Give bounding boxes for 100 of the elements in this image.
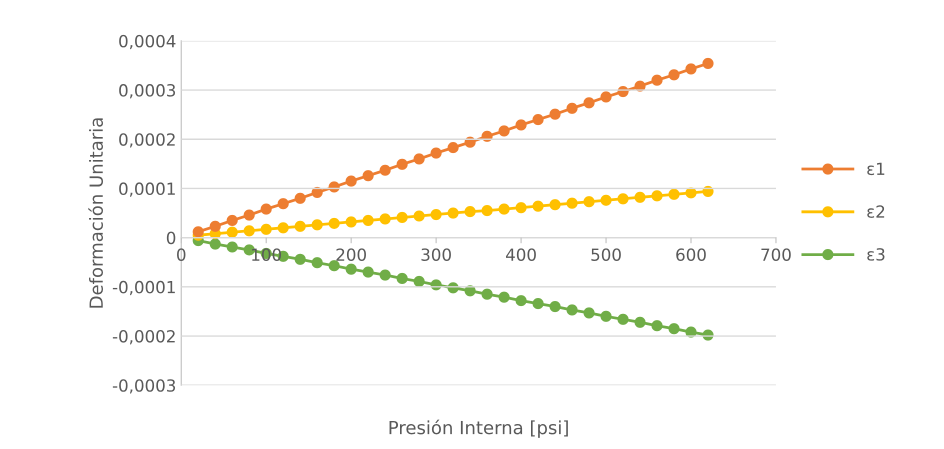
y-tick-label: -0,0003 bbox=[112, 379, 176, 394]
point bbox=[278, 222, 289, 234]
point bbox=[685, 326, 697, 338]
point bbox=[482, 288, 493, 300]
point bbox=[668, 323, 680, 334]
point bbox=[634, 316, 646, 328]
point bbox=[550, 300, 561, 312]
y-axis-title: Deformación Unitaria bbox=[88, 118, 103, 308]
point bbox=[328, 260, 340, 272]
point bbox=[244, 209, 255, 221]
point bbox=[312, 257, 323, 268]
point bbox=[634, 80, 646, 92]
point bbox=[362, 214, 374, 226]
point bbox=[550, 108, 561, 120]
point bbox=[192, 226, 204, 238]
point bbox=[600, 194, 612, 206]
point bbox=[668, 69, 680, 80]
point bbox=[294, 220, 306, 232]
point bbox=[210, 220, 221, 232]
point bbox=[482, 205, 493, 216]
point bbox=[414, 276, 425, 287]
y-tick-label: 0,0004 bbox=[119, 34, 176, 50]
point bbox=[226, 241, 238, 253]
point bbox=[346, 176, 357, 187]
point bbox=[532, 298, 544, 310]
point bbox=[430, 147, 442, 159]
point bbox=[362, 266, 374, 278]
point bbox=[516, 119, 527, 131]
point bbox=[260, 204, 272, 215]
y-tick-label: 0 bbox=[166, 232, 176, 244]
legend-label: ε1 bbox=[867, 162, 884, 176]
point bbox=[600, 91, 612, 102]
point bbox=[278, 198, 289, 210]
point bbox=[430, 208, 442, 220]
point bbox=[464, 285, 476, 296]
point bbox=[532, 114, 544, 126]
y-tick-label: -0,0002 bbox=[112, 330, 175, 344]
point bbox=[312, 219, 323, 230]
point bbox=[244, 225, 255, 236]
point bbox=[651, 190, 663, 202]
legend-label: ε2 bbox=[867, 205, 884, 218]
point bbox=[532, 200, 544, 212]
x-tick-label: 400 bbox=[506, 248, 536, 261]
x-tick-label: 0 bbox=[177, 248, 186, 261]
point bbox=[702, 330, 714, 341]
point bbox=[550, 199, 561, 210]
point bbox=[380, 213, 391, 225]
point bbox=[226, 214, 238, 226]
point bbox=[260, 224, 272, 235]
point bbox=[617, 193, 629, 204]
x-tick-label: 200 bbox=[336, 248, 366, 261]
x-tick-label: 600 bbox=[676, 248, 706, 261]
point bbox=[346, 216, 357, 228]
point bbox=[685, 63, 697, 74]
point bbox=[702, 58, 714, 70]
point bbox=[448, 207, 459, 219]
x-tick-label: 500 bbox=[591, 248, 621, 261]
point bbox=[380, 164, 391, 176]
point bbox=[396, 158, 408, 170]
point bbox=[584, 307, 595, 318]
point bbox=[566, 198, 578, 209]
point bbox=[668, 188, 680, 200]
point bbox=[651, 320, 663, 332]
point bbox=[566, 102, 578, 114]
point bbox=[380, 269, 391, 281]
point bbox=[464, 206, 476, 218]
point bbox=[362, 170, 374, 182]
x-tick-label: 700 bbox=[761, 248, 791, 261]
point bbox=[584, 97, 595, 108]
point bbox=[226, 226, 238, 238]
point bbox=[448, 142, 459, 154]
y-tick-label: 0,0003 bbox=[119, 84, 176, 98]
point bbox=[328, 218, 340, 229]
point bbox=[702, 186, 714, 197]
point bbox=[396, 272, 408, 284]
y-tick-label: -0,0001 bbox=[112, 280, 175, 296]
point bbox=[651, 74, 663, 86]
point bbox=[634, 192, 646, 203]
point bbox=[617, 314, 629, 325]
point bbox=[584, 196, 595, 208]
x-axis-title: Presión Interna [psi] bbox=[390, 420, 568, 438]
point bbox=[498, 292, 510, 303]
point bbox=[516, 295, 527, 306]
point bbox=[498, 125, 510, 136]
y-tick-label: 0,0001 bbox=[119, 182, 175, 197]
x-tick-label: 300 bbox=[421, 248, 451, 261]
point bbox=[294, 254, 306, 265]
point bbox=[600, 310, 612, 322]
point bbox=[566, 304, 578, 316]
y-tick-label: 0,0002 bbox=[119, 133, 175, 148]
point bbox=[346, 264, 357, 275]
point bbox=[210, 238, 221, 250]
point bbox=[396, 212, 408, 224]
point bbox=[414, 210, 425, 222]
point bbox=[516, 202, 527, 214]
point bbox=[685, 187, 697, 198]
point bbox=[312, 186, 323, 198]
point bbox=[414, 153, 425, 164]
legend-label: ε3 bbox=[867, 248, 884, 261]
point bbox=[294, 192, 306, 204]
